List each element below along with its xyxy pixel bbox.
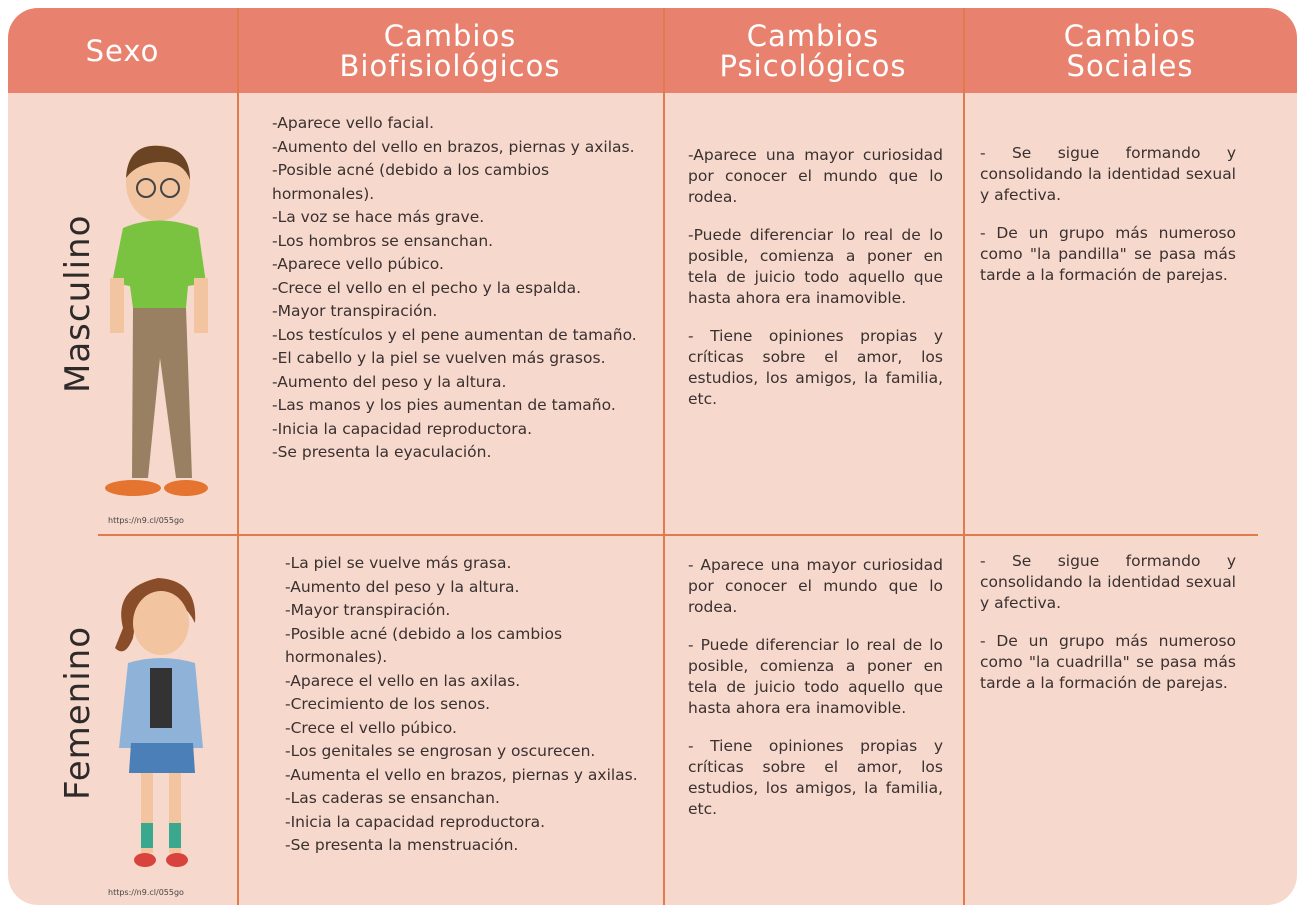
list-item: -Posible acné (debido a los cambios horm… bbox=[285, 624, 563, 667]
column-divider bbox=[963, 8, 965, 905]
list-item: -Aumento del peso y la altura. bbox=[285, 577, 520, 596]
list-item: -Posible acné (debido a los cambios horm… bbox=[272, 161, 550, 203]
sociales-text: - Se sigue formando y consolidando la id… bbox=[980, 143, 1236, 303]
header-cell: Cambios Biofisiológicos bbox=[237, 8, 663, 93]
list-item: -El cabello y la piel se vuelven más gra… bbox=[272, 349, 606, 367]
list-item: -Aumento del vello en brazos, piernas y … bbox=[272, 137, 635, 156]
list-item: -Los genitales se engrosan y oscurecen. bbox=[285, 742, 596, 760]
list-item: -Crece el vello en el pecho y la espalda… bbox=[272, 278, 582, 297]
header-row: Sexo Cambios Biofisiológicos Cambios Psicoló… bbox=[8, 8, 1297, 93]
paragraph: - Tiene opiniones propias y críticas sob… bbox=[688, 327, 943, 408]
row-divider bbox=[98, 534, 1258, 536]
header-text: Cambios bbox=[383, 18, 517, 53]
paragraph: -Aparece una mayor curiosidad por conoce… bbox=[688, 146, 943, 206]
list-item: -Se presenta la menstruación. bbox=[285, 836, 519, 854]
list-item: -La voz se hace más grave. bbox=[272, 208, 485, 226]
header-text: Biofisiológicos bbox=[339, 48, 561, 83]
header-cell: Cambios Psicológicos bbox=[663, 8, 963, 93]
paragraph: - Aparece una mayor curiosidad por conoc… bbox=[688, 556, 943, 616]
list-item: -Se presenta la eyaculación. bbox=[272, 443, 492, 461]
biofisiologicos-list: -La piel se vuelve más grasa. -Aumento de… bbox=[285, 552, 657, 858]
paragraph: - Tiene opiniones propias y críticas sob… bbox=[688, 737, 943, 818]
paragraph: -Puede diferenciar lo real de lo posible… bbox=[688, 226, 943, 307]
header-text: Cambios bbox=[746, 18, 880, 53]
table-card: Sexo Cambios Biofisiológicos Cambios Psicoló… bbox=[8, 8, 1297, 905]
list-item: -Las caderas se ensanchan. bbox=[285, 789, 500, 807]
header-text: Sexo bbox=[85, 33, 160, 68]
header-text: Sociales bbox=[1066, 48, 1194, 83]
list-item: -Crece el vello púbico. bbox=[285, 718, 457, 737]
sociales-text: - Se sigue formando y consolidando la id… bbox=[980, 551, 1236, 711]
list-item: -Los testículos y el pene aumentan de ta… bbox=[272, 325, 637, 344]
psicologicos-text: - Aparece una mayor curiosidad por conoc… bbox=[688, 555, 943, 837]
header-cell: Sexo bbox=[8, 8, 237, 93]
list-item: -Las manos y los pies aumentan de tamaño… bbox=[272, 396, 616, 414]
header-text: Cambios bbox=[1063, 18, 1197, 53]
list-item: -Inicia la capacidad reproductora. bbox=[272, 419, 533, 438]
biofisiologicos-list: -Aparece vello facial. -Aumento del vello… bbox=[272, 112, 644, 465]
column-divider bbox=[237, 8, 239, 905]
list-item: -Los hombros se ensanchan. bbox=[272, 231, 494, 250]
list-item: -Inicia la capacidad reproductora. bbox=[285, 812, 546, 831]
list-item: -Aumenta el vello en brazos, piernas y a… bbox=[285, 765, 638, 784]
sex-label: Masculino bbox=[58, 214, 98, 393]
boy-illustration bbox=[105, 145, 208, 496]
list-item: -Aparece vello púbico. bbox=[272, 255, 444, 273]
paragraph: - Puede diferenciar lo real de lo posibl… bbox=[688, 636, 943, 717]
list-item: -Mayor transpiración. bbox=[285, 601, 451, 619]
paragraph: - De un grupo más numeroso como "la pand… bbox=[980, 224, 1236, 284]
psicologicos-text: -Aparece una mayor curiosidad por conoce… bbox=[688, 145, 943, 427]
list-item: -Crecimiento de los senos. bbox=[285, 695, 491, 713]
sex-label: Femenino bbox=[58, 626, 98, 800]
paragraph: - De un grupo más numeroso como "la cuad… bbox=[980, 632, 1236, 692]
list-item: -Aumento del peso y la altura. bbox=[272, 372, 507, 391]
paragraph: - Se sigue formando y consolidando la id… bbox=[980, 552, 1236, 612]
header-cell: Cambios Sociales bbox=[963, 8, 1297, 93]
list-item: -Aparece vello facial. bbox=[272, 114, 434, 132]
list-item: -La piel se vuelve más grasa. bbox=[285, 554, 512, 572]
list-item: -Mayor transpiración. bbox=[272, 302, 438, 320]
source-url: https://n9.cl/055go bbox=[108, 888, 184, 897]
list-item: -Aparece el vello en las axilas. bbox=[285, 671, 521, 690]
girl-illustration bbox=[115, 578, 203, 867]
paragraph: - Se sigue formando y consolidando la id… bbox=[980, 144, 1236, 204]
column-divider bbox=[663, 8, 665, 905]
source-url: https://n9.cl/055go bbox=[108, 516, 184, 525]
header-text: Psicológicos bbox=[719, 48, 907, 83]
